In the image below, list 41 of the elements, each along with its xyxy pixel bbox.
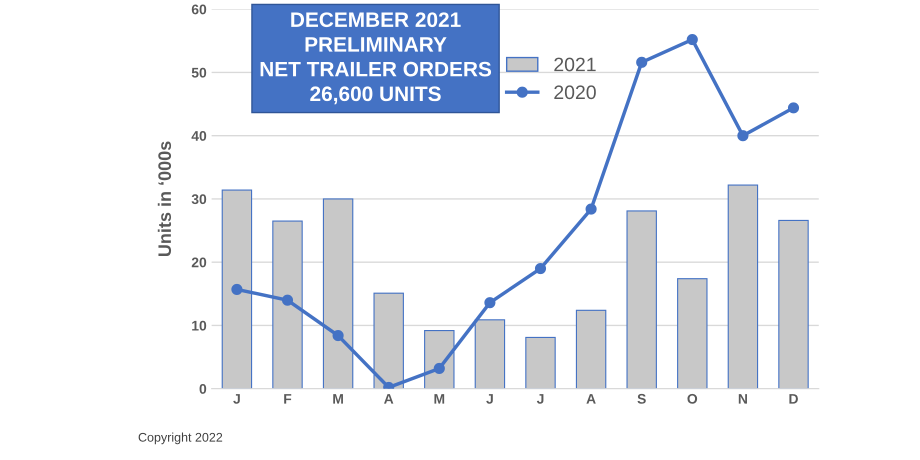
x-tick-label: S [637, 394, 646, 404]
y-axis-title: Units in ‘000s [158, 141, 172, 256]
y-tick-label: 0 [200, 384, 206, 394]
point [636, 56, 648, 68]
y-tick-label: 40 [192, 131, 206, 141]
legend-label: 2020 [554, 85, 596, 100]
x-tick-label: J [536, 394, 544, 404]
bar [778, 220, 809, 389]
bar [728, 184, 758, 389]
x-tick-label: A [586, 394, 596, 404]
bar [677, 278, 708, 389]
point [332, 330, 344, 342]
bar [576, 310, 606, 389]
point [686, 34, 698, 46]
point [534, 262, 546, 274]
legend-label: 2021 [554, 58, 596, 72]
point [282, 294, 294, 306]
point [484, 297, 496, 308]
y-tick-label: 20 [192, 258, 206, 268]
bar [626, 210, 657, 389]
text: DECEMBER 2021 PRELIMINARY NET TRAILER ORDERS 26,600 UNITS [260, 12, 492, 104]
y-tick-label: 50 [192, 68, 206, 78]
x-tick-label: N [738, 394, 747, 404]
point [586, 204, 597, 215]
point [788, 102, 800, 114]
point [737, 130, 748, 142]
x-tick-label: J [233, 394, 240, 404]
y-tick-label: 30 [192, 194, 206, 204]
x-tick-label: M [333, 394, 343, 404]
x-tick-label: M [434, 394, 444, 404]
y-tick-label: 10 [192, 320, 206, 331]
point [231, 284, 242, 295]
x-tick-label: A [384, 394, 394, 404]
bar [525, 336, 556, 389]
y-tick-label: 60 [192, 4, 206, 14]
point [434, 362, 445, 374]
x-tick-label: D [789, 394, 798, 404]
x-tick-label: O [687, 394, 698, 404]
x-tick-label: F [284, 394, 292, 404]
text: Copyright 2022 [138, 432, 222, 444]
x-tick-label: J [486, 394, 493, 404]
